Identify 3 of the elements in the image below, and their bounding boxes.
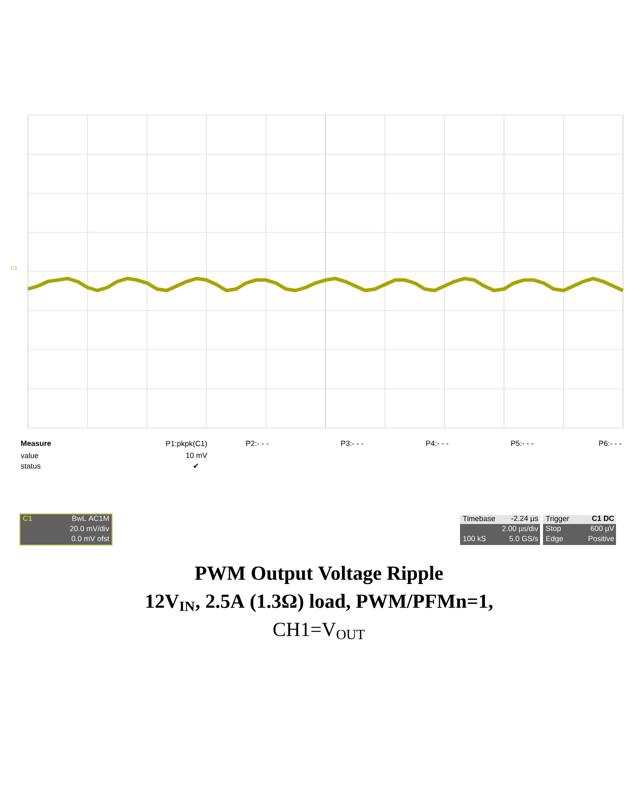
text: 12V$_{IN}$, 2.5A (1.3Ω) load, PWM/PFMn=1,	[146, 594, 492, 612]
text: CH1=V$_{OUT}$	[273, 622, 365, 640]
text: PWM Output Voltage Ripple	[194, 566, 443, 584]
